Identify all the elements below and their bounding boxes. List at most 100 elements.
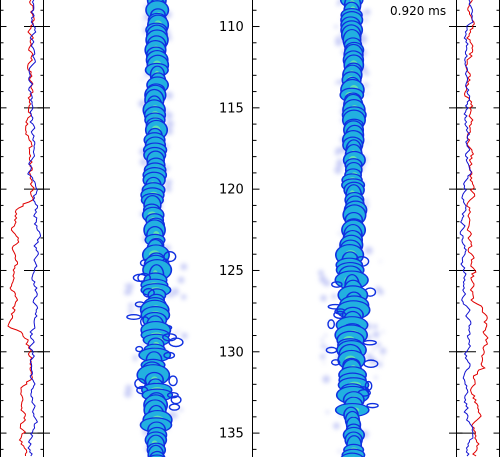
haze-spot [181, 294, 187, 300]
left-profile-panel [0, 0, 50, 457]
haze-spot [381, 330, 385, 334]
haze-spot [336, 79, 341, 84]
haze-spot [128, 302, 134, 309]
axis-tick-label: 135 [219, 427, 244, 442]
left-blue-trace [27, 0, 42, 457]
haze-spot [364, 198, 369, 203]
haze-spot [372, 331, 380, 338]
haze-spot [142, 18, 145, 22]
haze-spot [130, 310, 134, 314]
haze-spot [364, 70, 370, 76]
haze-spot [142, 24, 146, 28]
axis-tick-label: 125 [219, 264, 244, 279]
haze-spot [334, 82, 338, 85]
haze-spot [374, 375, 378, 380]
haze-spot [165, 120, 174, 128]
haze-spot [363, 19, 367, 23]
haze-spot [126, 282, 134, 290]
haze-spot [142, 430, 148, 437]
haze-spot [328, 321, 332, 326]
haze-spot [125, 384, 133, 392]
jet-filament [135, 345, 144, 353]
haze-spot [165, 178, 173, 186]
haze-spot [377, 288, 384, 296]
jet-filament [327, 319, 335, 330]
haze-spot [336, 159, 344, 168]
jet-filament [163, 351, 176, 359]
haze-spot [363, 82, 369, 88]
jet-core-blob [342, 453, 362, 457]
haze-spot [133, 359, 136, 362]
haze-spot [320, 338, 324, 342]
haze-spot [365, 18, 369, 21]
haze-spot [320, 294, 327, 302]
right-blue-trace [459, 0, 474, 457]
haze-spot [381, 356, 384, 359]
jet-filament [142, 287, 155, 298]
haze-spot [323, 361, 326, 365]
haze-spot [324, 334, 327, 337]
right-jet-image [318, 0, 387, 457]
jet-filament [168, 337, 184, 348]
haze-spot [372, 347, 376, 351]
haze-spot [333, 422, 340, 430]
right-profile-ticks [449, 9, 500, 450]
haze-spot [139, 158, 148, 166]
axis-tick-label: 110 [219, 20, 244, 35]
jet-filament [126, 313, 142, 320]
haze-spot [336, 1, 341, 6]
right-red-trace [463, 0, 489, 457]
haze-spot [132, 354, 138, 361]
haze-spot [124, 289, 130, 296]
jet-filament [168, 403, 181, 411]
haze-spot [141, 78, 144, 81]
jet-filament [362, 339, 377, 346]
haze-spot [338, 231, 341, 235]
jet-filament [363, 359, 379, 369]
haze-spot [171, 287, 180, 296]
haze-spot [165, 111, 173, 120]
haze-spot [364, 246, 373, 255]
haze-spot [361, 39, 366, 44]
left-jet-image [124, 0, 188, 457]
haze-spot [320, 343, 326, 349]
haze-spot [334, 151, 340, 156]
haze-spot [379, 260, 382, 263]
haze-spot [177, 276, 185, 284]
haze-spot [365, 141, 368, 145]
jet-filament [134, 378, 147, 390]
haze-spot [365, 92, 369, 95]
jet-filament [330, 359, 341, 366]
haze-spot [363, 52, 366, 56]
haze-spot [181, 332, 188, 340]
jet-filament [166, 391, 179, 399]
haze-spot [363, 8, 371, 16]
haze-spot [331, 293, 337, 300]
axis-tick-label: 115 [219, 101, 244, 116]
jet-filament [168, 375, 178, 387]
haze-spot [334, 166, 343, 175]
time-label: 0.920 ms [390, 4, 446, 18]
jet-filament [331, 281, 343, 288]
haze-spot [379, 347, 387, 355]
axis-tick-label: 120 [219, 183, 244, 198]
haze-spot [165, 91, 173, 100]
left-red-trace [7, 0, 35, 457]
haze-spot [318, 269, 324, 276]
haze-spot [319, 275, 327, 284]
haze-spot [143, 160, 148, 164]
center-axis-ticks: 110 115 120 125 130 135 [219, 9, 260, 450]
right-profile-panel [449, 0, 500, 457]
haze-spot [174, 331, 178, 336]
jet-filament [366, 402, 379, 409]
haze-spot [372, 323, 378, 330]
center-axis: 110 115 120 125 130 135 [219, 0, 260, 457]
haze-spot [365, 353, 373, 360]
haze-spot [141, 342, 146, 347]
jet-filament [325, 346, 338, 354]
haze-spot [375, 342, 381, 348]
axis-tick-label: 130 [219, 345, 244, 360]
haze-spot [325, 410, 330, 414]
haze-spot [338, 449, 341, 453]
